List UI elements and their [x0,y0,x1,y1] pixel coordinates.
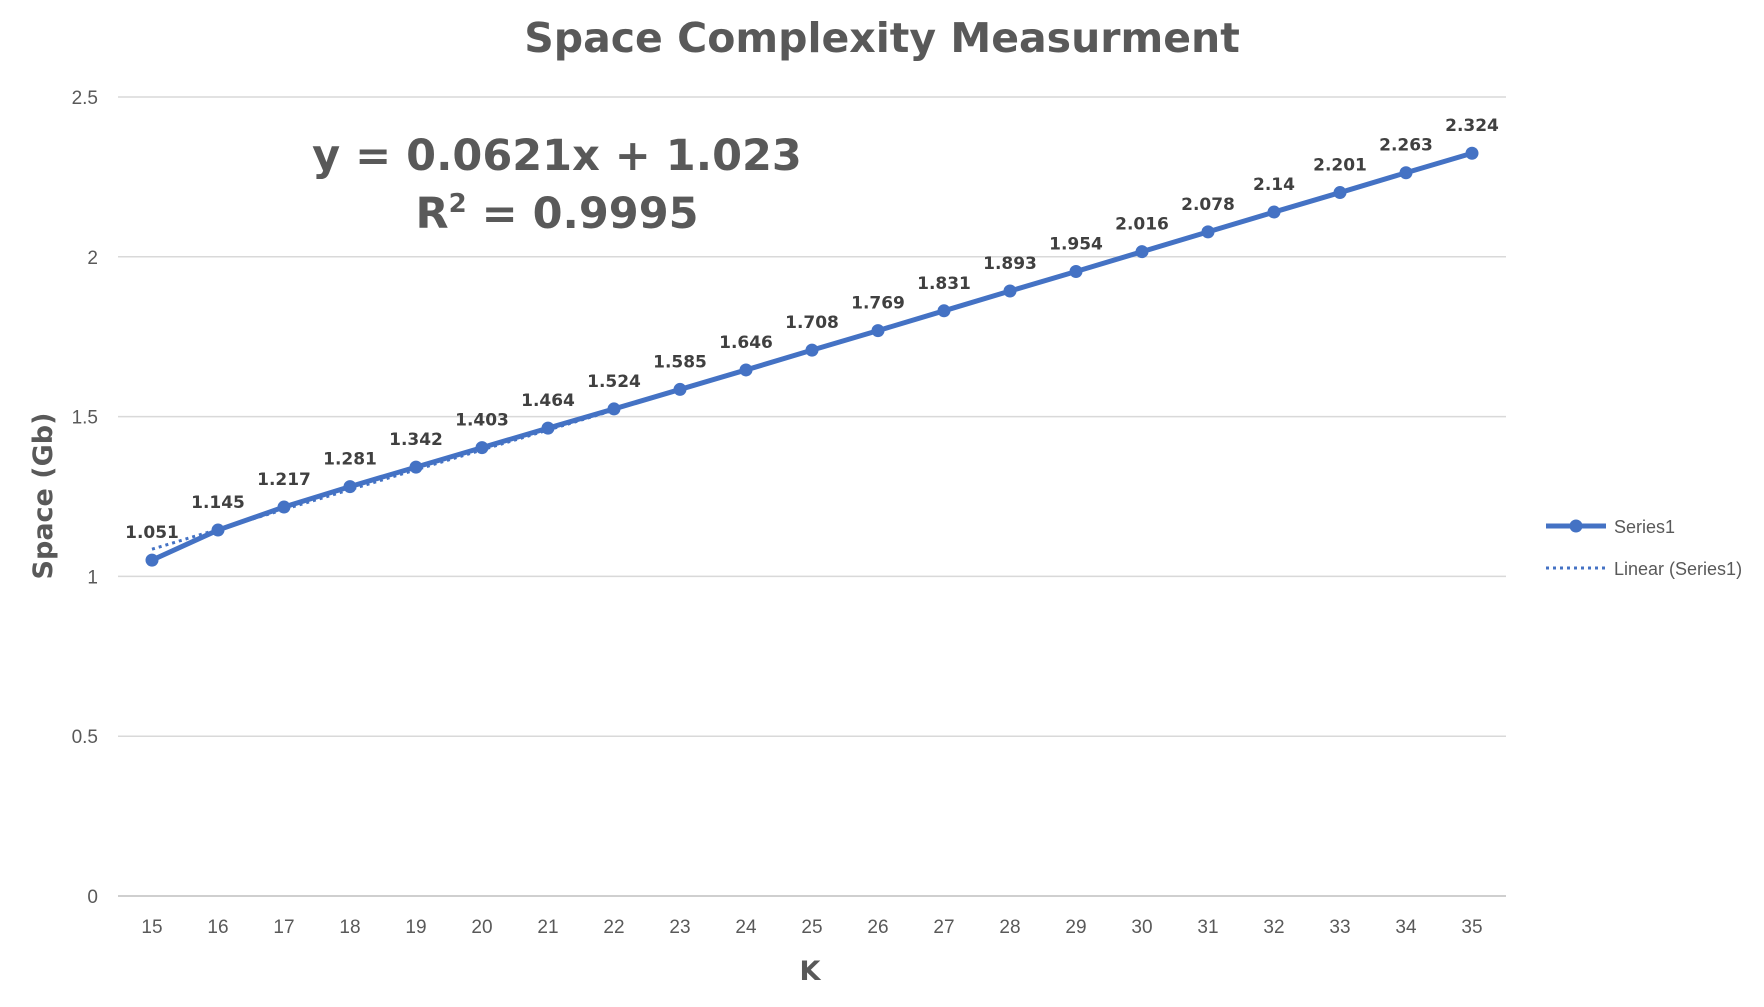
x-tick-label: 33 [1329,917,1350,938]
y-tick-label: 0 [87,887,98,908]
y-tick-label: 2 [87,248,98,269]
data-point [1201,225,1215,239]
x-tick-label: 29 [1065,917,1086,938]
x-tick-label: 26 [867,917,888,938]
data-label: 1.585 [653,352,707,372]
y-tick-labels: 0 0.5 1 1.5 2 2.5 [72,88,98,908]
data-point [1399,166,1413,180]
x-tick-label: 15 [141,917,162,938]
y-tick-label: 0.5 [72,727,98,748]
data-label: 2.263 [1379,136,1433,156]
y-axis-title: Space (Gb) [28,413,59,580]
data-point [211,523,225,537]
data-label: 1.646 [719,333,773,353]
data-label: 1.954 [1049,235,1103,255]
x-tick-label: 32 [1263,917,1284,938]
legend-item-linear: Linear (Series1) [1546,559,1742,579]
data-label: 2.201 [1313,156,1367,176]
data-label: 1.893 [983,254,1037,274]
data-point [409,460,423,474]
r-squared-letter: R [415,189,448,239]
legend-item-series1: Series1 [1546,517,1675,537]
data-point [1003,284,1017,298]
data-point [343,480,357,494]
data-label: 2.078 [1181,195,1235,215]
data-label: 1.281 [323,450,377,470]
data-point [1465,146,1479,160]
data-labels: 1.051 1.145 1.217 1.281 1.342 1.403 1.464 1.524… [125,116,1499,543]
legend-label-series1: Series1 [1614,517,1675,537]
trendline-equation: y = 0.0621x + 1.023 [312,131,802,181]
x-tick-labels: 15 16 17 18 19 20 21 22 23 24 25 26 27 28 29 30 31 32 33 34… [141,917,1482,938]
data-label: 1.524 [587,372,641,392]
legend-marker-series1 [1569,519,1583,533]
x-tick-label: 31 [1197,917,1218,938]
x-tick-label: 30 [1131,917,1152,938]
data-label: 1.217 [257,470,311,490]
x-axis-title: K [800,956,822,987]
x-tick-label: 28 [999,917,1020,938]
x-tick-label: 20 [471,917,492,938]
data-label: 1.708 [785,313,839,333]
y-tick-label: 1 [87,567,98,588]
data-point [277,500,291,514]
data-point [1333,186,1347,200]
data-label: 1.769 [851,294,905,314]
trendline-r-squared: R2 = 0.9995 [415,189,698,239]
data-label: 1.403 [455,411,509,431]
data-label: 2.016 [1115,215,1169,235]
gridlines [118,96,1506,897]
data-point [1135,245,1149,259]
data-label: 1.145 [191,493,245,513]
data-point [1069,265,1083,279]
x-tick-label: 25 [801,917,822,938]
x-tick-label: 19 [405,917,426,938]
x-tick-label: 35 [1461,917,1482,938]
x-tick-label: 16 [207,917,228,938]
x-tick-label: 27 [933,917,954,938]
data-point [145,553,159,567]
data-point [541,421,555,435]
x-tick-label: 17 [273,917,294,938]
data-point [871,324,885,338]
chart-title: Space Complexity Measurment [524,14,1240,62]
y-tick-label: 2.5 [72,88,98,109]
data-label: 1.464 [521,391,575,411]
data-label: 1.831 [917,274,971,294]
x-tick-label: 18 [339,917,360,938]
data-point [937,304,951,318]
data-point [607,402,621,416]
x-tick-label: 34 [1395,917,1417,938]
r-squared-superscript: 2 [449,189,467,219]
legend-label-linear: Linear (Series1) [1614,559,1742,579]
r-squared-value: = 0.9995 [467,189,699,239]
data-point [739,363,753,377]
x-tick-label: 22 [603,917,624,938]
data-point [805,343,819,357]
data-point [1267,205,1281,219]
legend: Series1 Linear (Series1) [1546,517,1742,579]
x-tick-label: 21 [537,917,558,938]
data-label: 1.051 [125,523,179,543]
data-label: 1.342 [389,430,443,450]
data-point [673,382,687,396]
x-tick-label: 24 [735,917,757,938]
data-label: 2.324 [1445,116,1499,136]
x-tick-label: 23 [669,917,690,938]
series-1 [145,146,1479,567]
data-label: 2.14 [1253,175,1295,195]
data-point [475,441,489,455]
y-tick-label: 1.5 [72,408,98,429]
